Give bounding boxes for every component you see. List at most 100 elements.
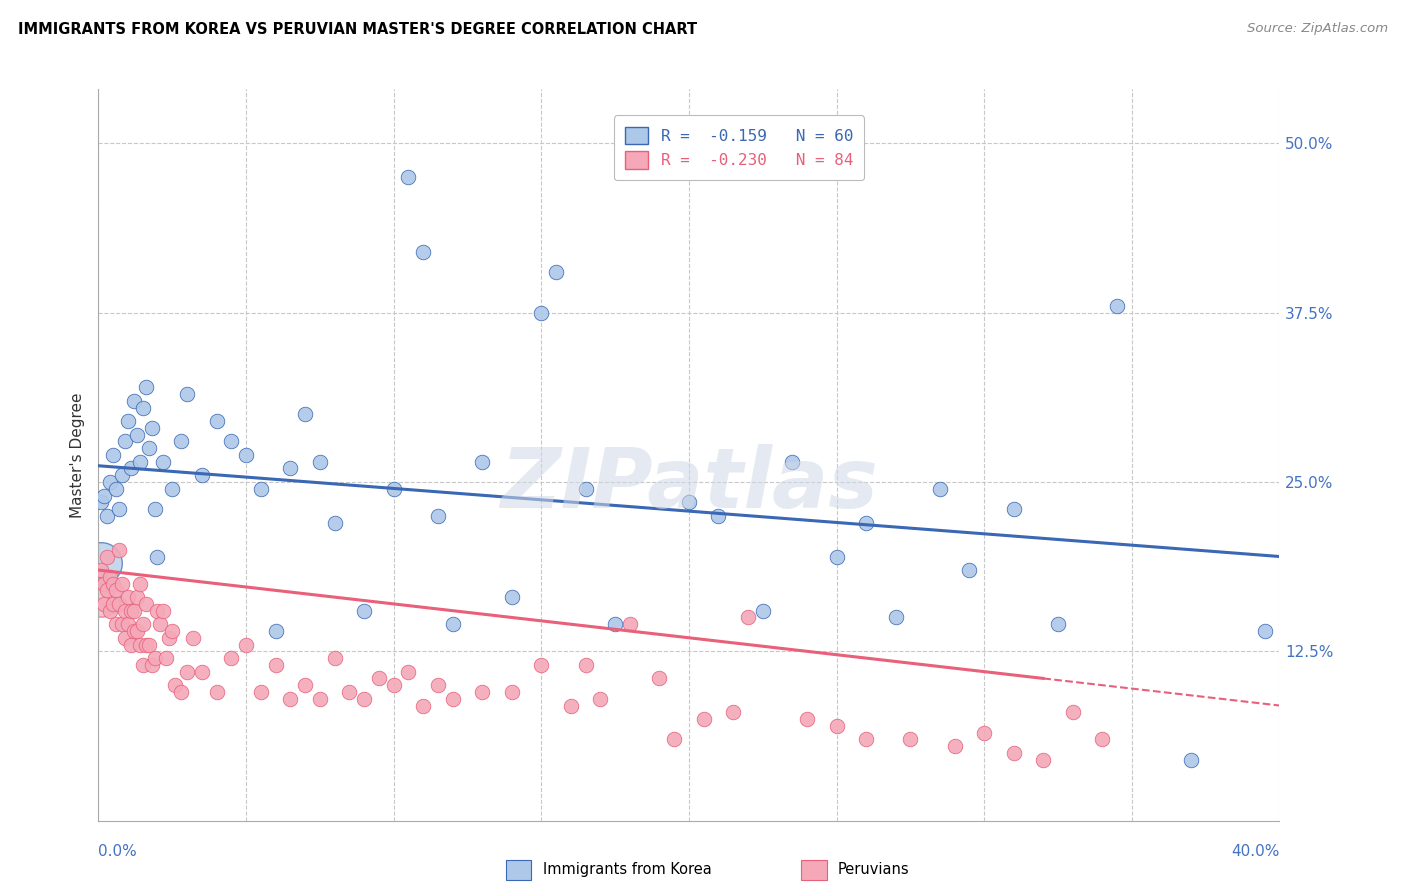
Point bbox=[1002, 502, 1025, 516]
Point bbox=[723, 706, 745, 720]
Text: Peruvians: Peruvians bbox=[838, 863, 910, 877]
Point bbox=[1032, 753, 1054, 767]
Point bbox=[114, 604, 136, 618]
Point bbox=[170, 434, 193, 449]
Point bbox=[108, 542, 131, 557]
Point bbox=[132, 657, 155, 672]
Point bbox=[396, 665, 419, 679]
Point bbox=[141, 421, 163, 435]
Point bbox=[120, 604, 142, 618]
Point bbox=[96, 549, 118, 564]
Point bbox=[96, 583, 118, 598]
Point bbox=[368, 672, 391, 686]
Point bbox=[884, 610, 907, 624]
Point bbox=[782, 455, 804, 469]
Point bbox=[128, 638, 150, 652]
Point bbox=[382, 678, 405, 692]
Point bbox=[93, 576, 115, 591]
Point bbox=[219, 434, 242, 449]
Point bbox=[441, 691, 464, 706]
Point bbox=[427, 678, 450, 692]
Point bbox=[120, 461, 142, 475]
Point bbox=[278, 461, 302, 475]
Point bbox=[122, 624, 145, 638]
Point bbox=[928, 482, 950, 496]
Point bbox=[294, 678, 316, 692]
Point bbox=[93, 489, 115, 503]
Point bbox=[501, 685, 523, 699]
Point bbox=[589, 691, 612, 706]
Point bbox=[855, 516, 877, 530]
Point bbox=[191, 468, 214, 483]
Point bbox=[165, 678, 187, 692]
Point bbox=[103, 576, 125, 591]
Point bbox=[132, 401, 155, 415]
Point bbox=[135, 380, 157, 394]
Point bbox=[117, 590, 139, 604]
Point bbox=[323, 516, 346, 530]
Text: Immigrants from Korea: Immigrants from Korea bbox=[543, 863, 711, 877]
Y-axis label: Master's Degree: Master's Degree bbox=[70, 392, 86, 517]
Point bbox=[176, 665, 198, 679]
Point bbox=[1254, 624, 1277, 638]
Point bbox=[111, 576, 134, 591]
Point bbox=[530, 306, 553, 320]
Text: IMMIGRANTS FROM KOREA VS PERUVIAN MASTER'S DEGREE CORRELATION CHART: IMMIGRANTS FROM KOREA VS PERUVIAN MASTER… bbox=[18, 22, 697, 37]
Point bbox=[146, 604, 169, 618]
Point bbox=[143, 651, 166, 665]
Point bbox=[441, 617, 464, 632]
Point bbox=[693, 712, 716, 726]
Point bbox=[111, 468, 134, 483]
Point bbox=[648, 672, 671, 686]
Point bbox=[162, 624, 183, 638]
Point bbox=[382, 482, 405, 496]
Point bbox=[108, 597, 131, 611]
Point bbox=[98, 475, 121, 489]
Point bbox=[96, 508, 118, 523]
Point bbox=[138, 441, 160, 455]
Point bbox=[105, 482, 128, 496]
Point bbox=[98, 604, 121, 618]
Point bbox=[128, 455, 150, 469]
Point bbox=[501, 590, 523, 604]
Point bbox=[103, 597, 125, 611]
Point bbox=[105, 583, 128, 598]
Point bbox=[825, 549, 848, 564]
Point bbox=[1062, 706, 1084, 720]
Point bbox=[1002, 746, 1025, 760]
Point bbox=[105, 617, 128, 632]
Point bbox=[191, 665, 214, 679]
Point bbox=[560, 698, 582, 713]
Point bbox=[90, 590, 112, 604]
Point bbox=[471, 455, 494, 469]
Point bbox=[546, 265, 568, 279]
Point bbox=[149, 617, 172, 632]
Point bbox=[125, 624, 148, 638]
Point bbox=[219, 651, 242, 665]
Point bbox=[138, 638, 160, 652]
Point bbox=[152, 604, 174, 618]
Text: Source: ZipAtlas.com: Source: ZipAtlas.com bbox=[1247, 22, 1388, 36]
Point bbox=[98, 570, 121, 584]
Point bbox=[235, 448, 257, 462]
Point bbox=[90, 495, 112, 509]
Point bbox=[250, 482, 273, 496]
Point bbox=[120, 638, 142, 652]
Point bbox=[396, 170, 419, 185]
Point bbox=[412, 244, 434, 259]
Text: 0.0%: 0.0% bbox=[98, 845, 138, 859]
Point bbox=[90, 556, 112, 570]
Text: 40.0%: 40.0% bbox=[1232, 845, 1279, 859]
Point bbox=[412, 698, 434, 713]
Point bbox=[117, 617, 139, 632]
Point bbox=[264, 624, 287, 638]
Point bbox=[678, 495, 700, 509]
Point bbox=[114, 631, 136, 645]
Point bbox=[471, 685, 494, 699]
Point bbox=[530, 657, 553, 672]
Point bbox=[117, 414, 139, 428]
Point bbox=[155, 651, 177, 665]
Point bbox=[751, 604, 773, 618]
Point bbox=[205, 685, 228, 699]
Point bbox=[122, 393, 145, 408]
